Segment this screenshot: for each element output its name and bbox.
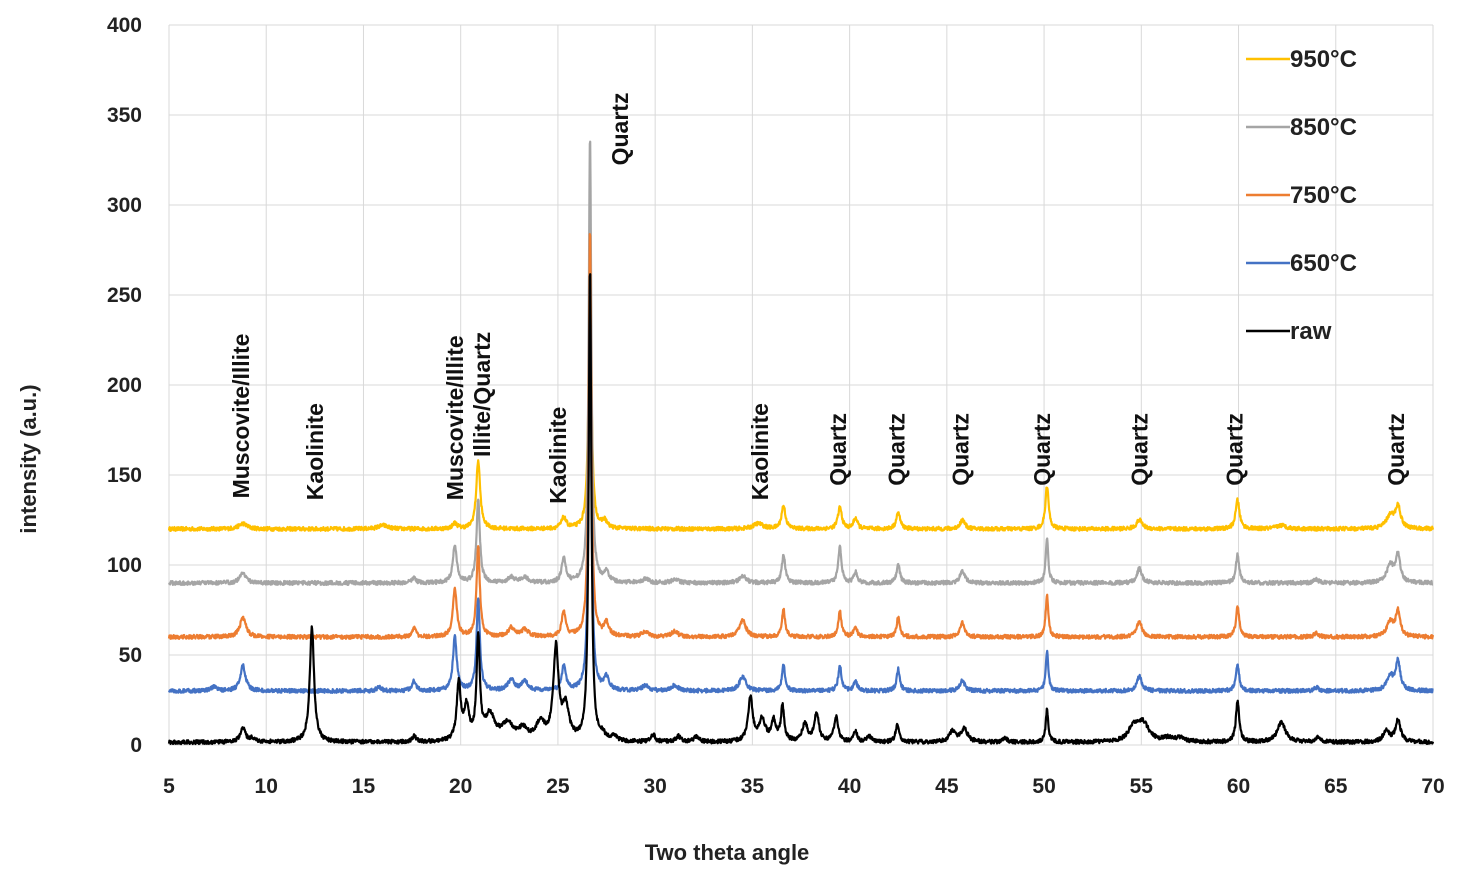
legend-label[interactable]: 750°C	[1290, 182, 1357, 209]
x-tick-label: 40	[838, 775, 861, 798]
peak-annotation: Quartz	[1029, 413, 1055, 486]
series-line-650c	[167, 288, 1434, 694]
x-tick-label: 25	[546, 775, 570, 798]
y-tick-label: 350	[107, 104, 142, 127]
legend-label[interactable]: 850°C	[1290, 114, 1357, 141]
y-tick-label: 250	[107, 284, 142, 307]
peak-annotation: Quartz	[948, 413, 974, 486]
legend-label[interactable]: raw	[1290, 318, 1332, 345]
x-tick-label: 70	[1421, 775, 1444, 798]
peak-annotation: Kaolinite	[302, 403, 328, 500]
peak-annotation: Quartz	[1222, 413, 1248, 486]
y-axis-title: intensity (a.u.)	[16, 384, 41, 533]
x-axis-title: Two theta angle	[645, 840, 810, 865]
axis-ticks: 0 50 100 150 200 250 300 350 400 5 10 15 20 25 30 35 40 4…	[107, 14, 1445, 798]
x-tick-label: 45	[935, 775, 959, 798]
peak-annotation: Quartz	[825, 413, 851, 486]
peak-annotation: Muscovite/Illite	[228, 334, 254, 499]
series-line-750c	[167, 233, 1435, 640]
peak-annotation: Quartz	[607, 93, 633, 166]
x-tick-label: 65	[1324, 775, 1348, 798]
x-tick-label: 15	[352, 775, 376, 798]
peak-annotation: Kaolinite	[545, 407, 571, 504]
y-tick-label: 200	[107, 374, 142, 397]
y-tick-label: 300	[107, 194, 142, 217]
y-tick-label: 150	[107, 464, 142, 487]
x-tick-label: 30	[643, 775, 666, 798]
x-tick-label: 20	[449, 775, 472, 798]
series-line-raw	[167, 273, 1435, 746]
y-tick-label: 50	[119, 644, 142, 667]
x-tick-label: 10	[255, 775, 278, 798]
y-tick-label: 0	[130, 734, 142, 757]
peak-annotation: Muscovite/Illite	[442, 335, 468, 500]
y-tick-label: 100	[107, 554, 142, 577]
x-tick-label: 50	[1032, 775, 1055, 798]
x-tick-label: 55	[1130, 775, 1154, 798]
series-group	[167, 140, 1435, 746]
peak-annotations: Muscovite/Illite Kaolinite Muscovite/Illit…	[228, 93, 1409, 504]
peak-annotation: Quartz	[1383, 413, 1409, 486]
peak-annotation: Quartz	[883, 413, 909, 486]
x-tick-label: 35	[741, 775, 765, 798]
series-line-950c	[167, 278, 1435, 532]
legend-label[interactable]: 650°C	[1290, 250, 1357, 277]
x-tick-label: 60	[1227, 775, 1250, 798]
grid	[168, 24, 1434, 746]
x-tick-label: 5	[163, 775, 175, 798]
y-tick-label: 400	[107, 14, 142, 37]
legend[interactable]: 950°C 850°C 750°C 650°C raw	[1246, 46, 1357, 345]
series-line-850c	[167, 140, 1434, 587]
peak-annotation: Kaolinite	[747, 403, 773, 500]
peak-annotation: Quartz	[1126, 413, 1152, 486]
peak-annotation: Illite/Quartz	[469, 332, 495, 457]
legend-label[interactable]: 950°C	[1290, 46, 1357, 73]
